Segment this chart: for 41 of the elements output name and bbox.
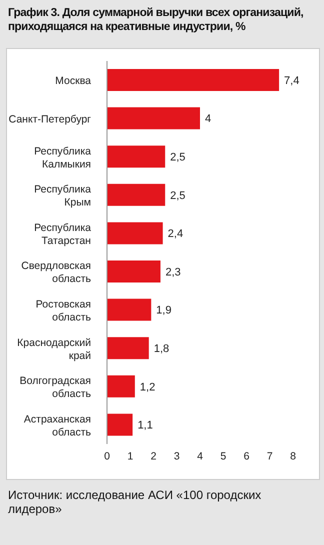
x-tick-label: 8 — [290, 450, 296, 462]
y-tick-label: Астраханская область — [24, 413, 92, 438]
data-label: 2,5 — [170, 190, 186, 202]
y-tick-label: Свердловская область — [21, 260, 92, 286]
x-tick-label: 4 — [197, 450, 204, 462]
data-label: 2,5 — [170, 152, 186, 164]
bar — [107, 298, 152, 321]
y-tick-label: Республика Калмыкия — [34, 145, 92, 170]
x-tick-label: 7 — [266, 450, 273, 462]
y-tick-label: Республика Крым — [34, 184, 92, 209]
bar — [107, 222, 163, 244]
data-label: 7,4 — [284, 74, 300, 87]
y-tick-label: Ростовская область — [36, 298, 92, 324]
x-tick-label: 3 — [174, 450, 180, 462]
x-tick-label: 5 — [220, 450, 226, 462]
x-tick-label: 0 — [104, 450, 110, 462]
data-label: 1,9 — [156, 304, 172, 317]
x-tick-label: 2 — [150, 450, 157, 462]
bar — [107, 260, 160, 282]
x-tick-label: 1 — [127, 450, 134, 462]
bar — [107, 184, 166, 206]
y-tick-label: Волгоградская область — [20, 375, 92, 400]
bar — [107, 414, 133, 436]
bar — [107, 107, 200, 130]
data-label: 2,3 — [165, 266, 181, 278]
data-label: 2,4 — [168, 228, 184, 240]
x-tick-label: 6 — [244, 450, 250, 462]
text: Источник: исследование АСИ «100 городских лидеров» — [8, 488, 262, 516]
y-tick-label: Краснодарский край — [17, 336, 92, 362]
bar — [107, 375, 135, 398]
bar — [107, 69, 280, 91]
chart-title: График 3. Доля суммарной выручки всех организаций, приходящаяся на креативные индустрии, % — [7, 6, 304, 35]
data-label: 1,1 — [138, 420, 153, 432]
data-label: 1,2 — [140, 381, 156, 394]
data-label: 4 — [205, 113, 212, 126]
y-tick-label: Москва — [55, 75, 92, 88]
y-tick-label: Республика Татарстан — [34, 222, 92, 247]
bar — [107, 146, 166, 168]
data-label: 1,8 — [154, 343, 170, 356]
bar — [107, 337, 149, 360]
y-tick-label: Санкт-Петербург — [8, 113, 92, 126]
